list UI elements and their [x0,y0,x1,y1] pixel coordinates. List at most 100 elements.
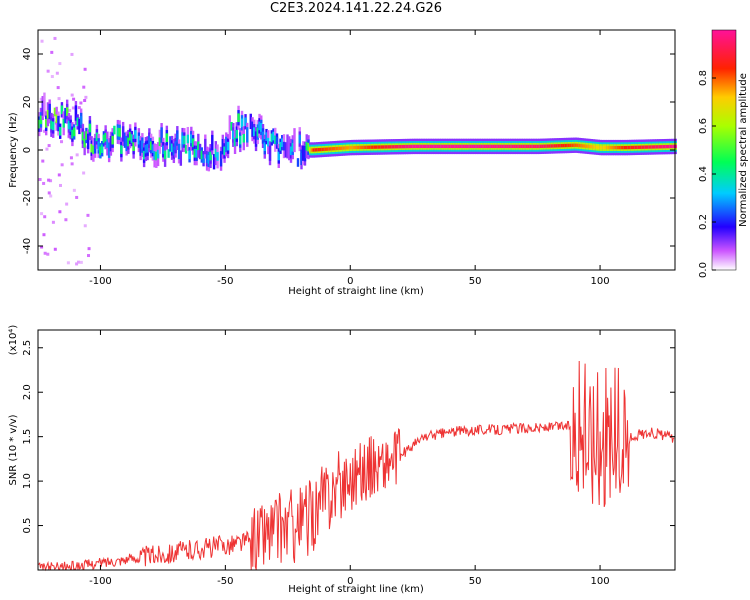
spectrogram-cell [419,144,422,149]
spectrogram-cell [44,118,48,128]
spectrogram-cell [450,144,454,149]
spectrogram-cell [219,151,223,167]
spectrogram-cell [233,137,237,147]
spectrogram-cell [515,144,518,149]
spectrogram-cell [235,129,238,139]
spectrogram-cell [480,144,483,149]
spectrogram-cell [630,145,634,150]
spectrogram-cell [567,143,571,148]
spectrogram-cell [174,141,177,150]
spectrogram-cell [527,144,531,149]
spectrogram-cell [58,183,62,187]
spectrogram-cell [459,144,462,149]
spectrogram-cell [405,144,408,149]
spectrogram-cell [38,119,41,129]
spectrogram-marks [38,36,677,266]
colorbar-tick-label: 0.2 [698,214,709,230]
spectrogram-cell [184,144,188,154]
x-tick-label: 100 [591,576,610,587]
spectrogram-cell [111,135,114,145]
colorbar-gradient [711,29,737,271]
spectrogram-cell [109,136,113,152]
spectrogram-cell [580,144,583,148]
spectrogram-cell [284,142,287,158]
spectrogram-cell [139,140,142,156]
spectrogram-cell [279,141,282,151]
spectrogram-cell [87,247,91,251]
spectrogram-cell [293,128,296,153]
spectrogram-cell [578,143,581,148]
snr-panel: -100 -50 0 50 100 0.5 1.0 1.5 2.0 2.5 Height of … [8,325,676,595]
spectrogram-cell [79,101,83,105]
colorbar-tick-label: 0.0 [698,262,709,278]
spectrogram-cell [602,145,606,150]
spectrogram-cell [625,145,628,150]
spectrogram-cell [382,145,385,149]
spectrogram-cell [42,233,46,237]
spectrogram-cell [58,62,62,66]
spectrogram-cell [440,144,443,149]
spectrogram-cell [244,117,247,127]
spectrogram-cell [305,141,308,151]
spectrogram-cell [609,145,613,150]
spectrogram-cell [40,212,44,216]
spectrogram-cell [116,127,120,137]
spectrogram-cell [321,147,324,152]
spectrogram-cell [60,163,64,167]
x-tick-label: -50 [217,276,233,287]
spectrogram-cell [50,120,53,130]
y-tick-label: 2.5 [22,340,33,356]
spectrogram-cell [389,145,392,149]
spectrogram-cell [81,131,85,141]
spectrogram-cell [77,106,81,110]
spectrogram-cell [615,145,618,150]
spectrogram-cell [546,144,550,148]
snr-frame [37,329,676,571]
spectrogram-cell [41,100,44,116]
spectrogram-cell [51,121,55,131]
spectrogram-cell [261,131,265,141]
spectrogram-cell [312,148,315,152]
spectrogram-cell [585,144,588,148]
spectrogram-cell [69,123,72,132]
spectrogram-cell [260,123,263,132]
spectrogram-cell [653,145,656,149]
spectrogram-cell [415,144,419,149]
spectrogram-cell [55,71,59,75]
spectrogram-cell [60,140,64,144]
spectrogram-cell [475,144,478,149]
spectrogram-cell [438,144,441,149]
spectrogram-cell [634,145,637,150]
spectrogram-cell [49,194,53,198]
spectrogram-cell [494,144,497,149]
spectrogram-cell [43,215,47,219]
spectrogram-cell [303,145,307,162]
spectrogram-cell [309,148,312,152]
spectrogram-cell [72,97,76,101]
spectrogram-cell [426,144,429,149]
spectrogram-cell [349,145,352,150]
spectrogram-cell [485,144,489,149]
spectrogram-cell [599,145,602,150]
spectrogram-cell [134,130,137,139]
spectrogram-cell [83,99,87,103]
spectrogram-cell [151,144,155,153]
spectrogram-cell [434,144,438,149]
spectrogram-cell [398,144,401,149]
spectrogram-cell [354,145,357,150]
spectrogram-cell [92,145,95,155]
spectrogram-cell [76,260,80,264]
spectrogram-cell [664,144,667,149]
spectrogram-cell [344,146,347,150]
spectrogram-cell [97,141,100,151]
spectrogram-cell [335,146,338,151]
spectrogram-cell [674,144,677,149]
spectrogram-cell [613,145,616,150]
spectrogram-cell [468,144,471,149]
spectrogram-cell [70,52,74,56]
y-tick-label: 1.5 [22,429,33,445]
spectrogram-cell [60,105,64,115]
spectrogram-cell [79,260,83,264]
spectrogram-cell [469,144,473,149]
